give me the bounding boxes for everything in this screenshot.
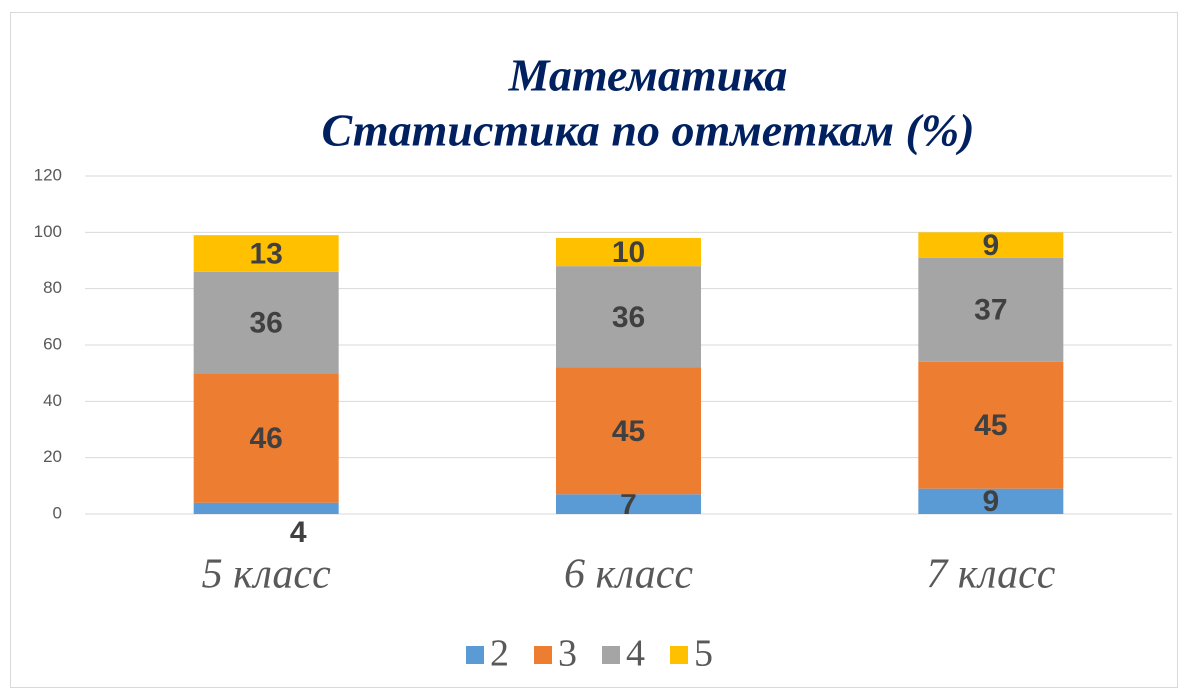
data-label: 7 (620, 488, 637, 521)
data-label: 13 (249, 237, 282, 270)
data-label: 45 (612, 415, 645, 448)
chart-subtitle: Статистика по отметкам (%) (321, 105, 974, 156)
bar-segment (918, 257, 1064, 362)
data-label: 10 (612, 236, 645, 269)
bar-segment (193, 235, 339, 272)
data-label: 9 (982, 229, 999, 262)
bar-segment (556, 367, 701, 495)
x-tick-label: 5 класс (202, 552, 331, 598)
x-tick-label: 6 класс (564, 552, 693, 598)
bar-segment (556, 237, 701, 267)
legend-label: 3 (558, 633, 577, 675)
bar-segment (193, 271, 339, 374)
legend-swatch (466, 646, 484, 664)
legend-swatch (670, 646, 688, 664)
data-label: 36 (249, 306, 282, 339)
y-tick-label: 40 (43, 391, 62, 410)
data-label: 46 (249, 422, 282, 455)
data-label: 37 (974, 294, 1007, 327)
bar-segment (918, 488, 1064, 514)
legend-label: 5 (694, 633, 713, 675)
data-label: 9 (982, 485, 999, 518)
chart-title: Математика (508, 50, 788, 101)
data-label: 45 (974, 409, 1007, 442)
bar-segment (556, 266, 701, 368)
bar-segment (193, 373, 339, 503)
x-tick-label: 7 класс (926, 552, 1055, 598)
legend-label: 2 (490, 633, 509, 675)
bar-segment (918, 361, 1064, 489)
bar-segment (556, 494, 701, 514)
bar-segment (918, 232, 1064, 258)
bar-segment (193, 502, 339, 514)
legend-swatch (534, 646, 552, 664)
y-tick-label: 80 (43, 278, 62, 297)
y-tick-label: 0 (53, 503, 62, 522)
y-tick-label: 120 (34, 165, 62, 184)
data-label: 4 (290, 516, 307, 549)
legend-swatch (602, 646, 620, 664)
legend-label: 4 (626, 633, 645, 675)
y-tick-label: 20 (43, 447, 62, 466)
y-tick-label: 60 (43, 334, 62, 353)
y-tick-label: 100 (34, 222, 62, 241)
data-label: 36 (612, 301, 645, 334)
